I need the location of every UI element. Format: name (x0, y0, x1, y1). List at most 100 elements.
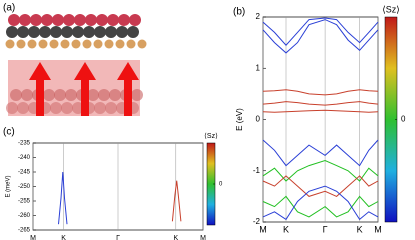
atom (19, 14, 31, 26)
atom (17, 26, 29, 38)
atom (109, 89, 121, 101)
atom (52, 14, 64, 26)
arrow-head (29, 62, 51, 80)
arrow-shaft (81, 78, 89, 116)
atom (104, 39, 114, 49)
atom (50, 102, 62, 114)
atom (28, 26, 40, 38)
atom (105, 26, 117, 38)
band-line (262, 109, 379, 113)
colorbar-tick-label: 0 (401, 115, 406, 124)
x-tick-label: K (173, 235, 178, 240)
band-line (262, 185, 379, 221)
y-tick-label: -265 (18, 228, 31, 234)
atom (105, 102, 117, 114)
colorbar-tick-label: 0 (219, 182, 223, 188)
band-line (171, 180, 182, 222)
atom (96, 14, 108, 26)
atom (39, 26, 51, 38)
band-line (262, 195, 379, 218)
arrow-head (74, 62, 96, 80)
y-tick-label: -260 (18, 213, 31, 219)
atom (30, 14, 42, 26)
band-line (58, 171, 68, 225)
atom (74, 14, 86, 26)
atom (21, 89, 33, 101)
atom (6, 102, 18, 114)
band-line (262, 17, 379, 46)
atom (65, 89, 77, 101)
atom (41, 14, 53, 26)
atom (98, 89, 110, 101)
band-line (262, 159, 379, 182)
arrow-shaft (36, 78, 44, 116)
atom (54, 89, 66, 101)
x-tick-label: M (200, 235, 206, 240)
band-line (262, 175, 379, 197)
atom (17, 102, 29, 114)
atom (137, 39, 147, 49)
x-tick-label: M (374, 224, 382, 234)
atom (6, 26, 18, 38)
band-line (262, 101, 379, 106)
atom (61, 26, 73, 38)
y-axis-label: E (meV) (6, 175, 12, 197)
atom (38, 39, 48, 49)
atom (83, 26, 95, 38)
y-tick-label: 0 (256, 115, 261, 124)
atom (94, 102, 106, 114)
atom (5, 39, 15, 49)
atom (61, 102, 73, 114)
atom (115, 39, 125, 49)
y-tick-label: 2 (256, 12, 261, 21)
atom (116, 26, 128, 38)
atom (49, 39, 59, 49)
x-tick-label: K (357, 224, 363, 234)
atom (127, 26, 139, 38)
atom (85, 14, 97, 26)
x-tick-label: Γ (323, 224, 328, 234)
atom (10, 89, 22, 101)
x-tick-label: M (259, 224, 267, 234)
band-line (262, 139, 379, 167)
arrow-shaft (124, 78, 132, 116)
y-axis-label: E (eV) (235, 108, 244, 131)
x-tick-label: M (30, 235, 36, 240)
atom (87, 89, 99, 101)
colorbar-label: ⟨Sz⟩ (204, 132, 218, 140)
x-tick-label: Γ (116, 235, 120, 240)
y-tick-label: 1 (256, 63, 261, 72)
atom (16, 39, 26, 49)
atom (126, 39, 136, 49)
atom (63, 14, 75, 26)
structure-panel (5, 14, 147, 116)
y-tick-label: -240 (18, 155, 31, 161)
atom (107, 14, 119, 26)
atom (50, 26, 62, 38)
panel-label: (c) (3, 127, 15, 138)
band-line (262, 19, 379, 54)
atom (82, 39, 92, 49)
y-tick-label: -255 (18, 199, 31, 205)
atom (27, 39, 37, 49)
atom (71, 39, 81, 49)
band-line (262, 89, 379, 96)
colorbar-label: ⟨Sz⟩ (382, 4, 400, 14)
atom (118, 14, 130, 26)
y-tick-label: -1 (253, 166, 261, 175)
panel-label: (a) (3, 3, 15, 14)
x-tick-label: K (283, 224, 289, 234)
y-tick-label: -235 (18, 141, 31, 147)
panel-label: (b) (233, 7, 245, 18)
x-tick-label: K (61, 235, 66, 240)
arrow-head (117, 62, 139, 80)
atom (60, 39, 70, 49)
atom (131, 89, 143, 101)
y-tick-label: -245 (18, 170, 31, 176)
y-tick-label: -250 (18, 184, 31, 190)
atom (8, 14, 20, 26)
atom (94, 26, 106, 38)
atom (43, 89, 55, 101)
y-tick-label: -2 (253, 217, 261, 226)
